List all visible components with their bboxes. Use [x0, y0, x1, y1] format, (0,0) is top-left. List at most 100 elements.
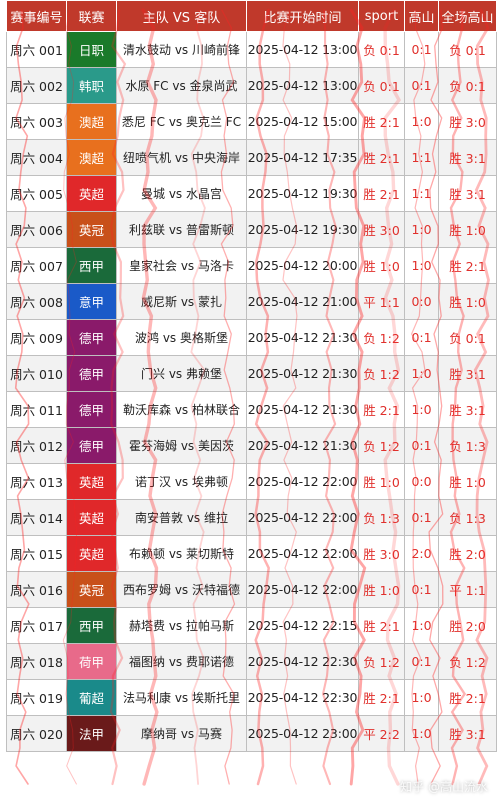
match-id-cell: 周六 009 — [6, 319, 67, 356]
header-row: 赛事编号 联赛 主队 VS 客队 比赛开始时间 sport 高山 全场高山 — [6, 0, 497, 32]
match-id-cell: 周六 004 — [6, 139, 67, 176]
league-badge: 西甲 — [66, 607, 117, 644]
kickoff-time-cell: 2025-04-12 21:30 — [246, 319, 359, 356]
kickoff-time-cell: 2025-04-12 13:00 — [246, 67, 359, 104]
header-full-gaoshan: 全场高山 — [438, 0, 497, 32]
kickoff-time-cell: 2025-04-12 20:00 — [246, 247, 359, 284]
sport-result-cell: 胜 3:0 — [358, 211, 405, 248]
league-badge: 英超 — [66, 535, 117, 572]
sport-result-cell: 胜 2:1 — [358, 175, 405, 212]
gaoshan-result-cell: 0:1 — [404, 571, 439, 608]
kickoff-time-cell: 2025-04-12 22:15 — [246, 607, 359, 644]
gaoshan-result-cell: 1:0 — [404, 715, 439, 752]
sport-result-cell: 胜 2:1 — [358, 391, 405, 428]
league-badge: 澳超 — [66, 139, 117, 176]
full-gaoshan-result-cell: 负 1:3 — [438, 427, 497, 464]
match-id-cell: 周六 002 — [6, 67, 67, 104]
teams-cell: 南安普敦 vs 维拉 — [116, 499, 247, 536]
match-id-cell: 周六 005 — [6, 175, 67, 212]
kickoff-time-cell: 2025-04-12 13:00 — [246, 31, 359, 68]
teams-cell: 福图纳 vs 费耶诺德 — [116, 643, 247, 680]
kickoff-time-cell: 2025-04-12 22:30 — [246, 679, 359, 716]
full-gaoshan-result-cell: 胜 3:1 — [438, 355, 497, 392]
teams-cell: 诺丁汉 vs 埃弗顿 — [116, 463, 247, 500]
league-badge: 英冠 — [66, 211, 117, 248]
gaoshan-result-cell: 1:1 — [404, 175, 439, 212]
gaoshan-result-cell: 0:1 — [404, 319, 439, 356]
teams-cell: 曼城 vs 水晶宫 — [116, 175, 247, 212]
gaoshan-result-cell: 0:1 — [404, 427, 439, 464]
table-row: 周六 016 英冠 西布罗姆 vs 沃特福德 2025-04-12 22:00 胜 1:… — [6, 571, 497, 608]
teams-cell: 布赖顿 vs 莱切斯特 — [116, 535, 247, 572]
header-sport: sport — [358, 0, 405, 32]
league-badge: 法甲 — [66, 715, 117, 752]
gaoshan-result-cell: 1:0 — [404, 607, 439, 644]
sport-result-cell: 胜 2:1 — [358, 103, 405, 140]
teams-cell: 清水鼓动 vs 川崎前锋 — [116, 31, 247, 68]
teams-cell: 摩纳哥 vs 马赛 — [116, 715, 247, 752]
full-gaoshan-result-cell: 胜 2:0 — [438, 535, 497, 572]
full-gaoshan-result-cell: 负 0:1 — [438, 31, 497, 68]
table-row: 周六 004 澳超 纽喷气机 vs 中央海岸 2025-04-12 17:35 胜 2:… — [6, 139, 497, 176]
match-id-cell: 周六 013 — [6, 463, 67, 500]
full-gaoshan-result-cell: 胜 2:0 — [438, 607, 497, 644]
full-gaoshan-result-cell: 胜 2:1 — [438, 247, 497, 284]
league-badge: 英超 — [66, 175, 117, 212]
sport-result-cell: 胜 3:0 — [358, 535, 405, 572]
full-gaoshan-result-cell: 胜 1:0 — [438, 211, 497, 248]
sport-result-cell: 负 1:2 — [358, 643, 405, 680]
match-id-cell: 周六 007 — [6, 247, 67, 284]
gaoshan-result-cell: 1:0 — [404, 211, 439, 248]
table-row: 周六 007 西甲 皇家社会 vs 马洛卡 2025-04-12 20:00 胜 1:0… — [6, 247, 497, 284]
kickoff-time-cell: 2025-04-12 22:00 — [246, 499, 359, 536]
league-badge: 英冠 — [66, 571, 117, 608]
gaoshan-result-cell: 0:1 — [404, 643, 439, 680]
header-gaoshan: 高山 — [404, 0, 439, 32]
sport-result-cell: 胜 1:0 — [358, 247, 405, 284]
table-row: 周六 006 英冠 利兹联 vs 普雷斯顿 2025-04-12 19:30 胜 3:0… — [6, 211, 497, 248]
teams-cell: 水原 FC vs 金泉尚武 — [116, 67, 247, 104]
gaoshan-result-cell: 1:0 — [404, 391, 439, 428]
teams-cell: 法马利康 vs 埃斯托里 — [116, 679, 247, 716]
table-row: 周六 018 荷甲 福图纳 vs 费耶诺德 2025-04-12 22:30 负 1:2… — [6, 643, 497, 680]
sport-result-cell: 胜 2:1 — [358, 607, 405, 644]
table-row: 周六 011 德甲 勒沃库森 vs 柏林联合 2025-04-12 21:30 胜 2:… — [6, 391, 497, 428]
kickoff-time-cell: 2025-04-12 21:00 — [246, 283, 359, 320]
kickoff-time-cell: 2025-04-12 17:35 — [246, 139, 359, 176]
league-badge: 澳超 — [66, 103, 117, 140]
table-row: 周六 020 法甲 摩纳哥 vs 马赛 2025-04-12 23:00 平 2:2 1:… — [6, 715, 497, 752]
table-row: 周六 017 西甲 赫塔费 vs 拉帕马斯 2025-04-12 22:15 胜 2:1… — [6, 607, 497, 644]
sport-result-cell: 负 1:2 — [358, 355, 405, 392]
table-row: 周六 014 英超 南安普敦 vs 维拉 2025-04-12 22:00 负 1:3 0… — [6, 499, 497, 536]
gaoshan-result-cell: 1:0 — [404, 103, 439, 140]
teams-cell: 霍芬海姆 vs 美因茨 — [116, 427, 247, 464]
match-id-cell: 周六 016 — [6, 571, 67, 608]
full-gaoshan-result-cell: 负 0:1 — [438, 67, 497, 104]
gaoshan-result-cell: 0:1 — [404, 31, 439, 68]
sport-result-cell: 负 0:1 — [358, 67, 405, 104]
sport-result-cell: 胜 1:0 — [358, 463, 405, 500]
gaoshan-result-cell: 1:1 — [404, 139, 439, 176]
league-badge: 意甲 — [66, 283, 117, 320]
full-gaoshan-result-cell: 胜 3:1 — [438, 175, 497, 212]
match-id-cell: 周六 014 — [6, 499, 67, 536]
match-id-cell: 周六 018 — [6, 643, 67, 680]
teams-cell: 纽喷气机 vs 中央海岸 — [116, 139, 247, 176]
league-badge: 德甲 — [66, 355, 117, 392]
teams-cell: 门兴 vs 弗赖堡 — [116, 355, 247, 392]
header-kickoff-time: 比赛开始时间 — [246, 0, 359, 32]
table-row: 周六 019 葡超 法马利康 vs 埃斯托里 2025-04-12 22:30 胜 2:… — [6, 679, 497, 716]
league-badge: 英超 — [66, 499, 117, 536]
teams-cell: 利兹联 vs 普雷斯顿 — [116, 211, 247, 248]
sport-result-cell: 负 1:3 — [358, 499, 405, 536]
full-gaoshan-result-cell: 胜 3:1 — [438, 715, 497, 752]
gaoshan-result-cell: 0:0 — [404, 283, 439, 320]
table-row: 周六 002 韩职 水原 FC vs 金泉尚武 2025-04-12 13:00 负 0… — [6, 67, 497, 104]
gaoshan-result-cell: 0:0 — [404, 463, 439, 500]
full-gaoshan-result-cell: 胜 1:0 — [438, 283, 497, 320]
league-badge: 葡超 — [66, 679, 117, 716]
table-row: 周六 003 澳超 悉尼 FC vs 奥克兰 FC 2025-04-12 15:00 胜… — [6, 103, 497, 140]
teams-cell: 悉尼 FC vs 奥克兰 FC — [116, 103, 247, 140]
teams-cell: 波鸿 vs 奥格斯堡 — [116, 319, 247, 356]
sport-result-cell: 平 1:1 — [358, 283, 405, 320]
